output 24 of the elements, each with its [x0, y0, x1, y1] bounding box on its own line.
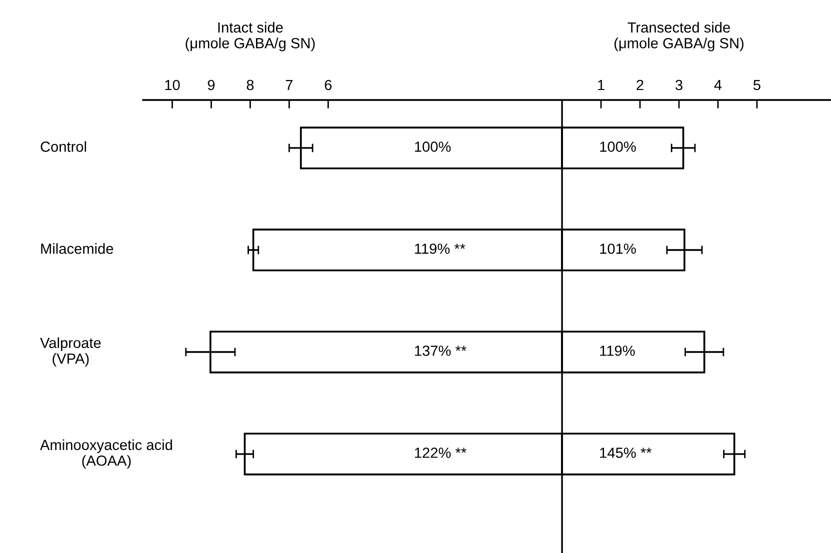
x-tick-label: 6: [324, 80, 332, 90]
x-tick-label: 2: [636, 80, 644, 90]
x-tick-label: 9: [208, 80, 215, 90]
annotation: 119% **: [415, 244, 466, 254]
text: Transected side (μmole GABA/g SN): [614, 22, 744, 52]
annotation: 100%: [600, 142, 636, 152]
x-tick-label: 10: [165, 80, 180, 90]
y-tick-label: Milacemide: [41, 243, 114, 254]
text: Intact side (μmole GABA/g SN): [186, 22, 315, 52]
y-tick-label: Valproate (VPA): [40, 337, 101, 367]
y-tick-label: Aminooxyacetic acid (AOAA): [40, 439, 172, 469]
x-tick-label: 7: [286, 80, 292, 90]
x-tick-label: 5: [753, 80, 760, 90]
annotation: 122% **: [415, 448, 466, 458]
x-tick-label: 4: [714, 80, 722, 90]
y-tick-label: Control: [40, 141, 86, 152]
x-tick-label: 8: [246, 80, 254, 90]
annotation: 137% **: [415, 346, 466, 356]
annotation: 145% **: [600, 448, 652, 458]
x-tick-label: 3: [675, 80, 682, 90]
annotation: 100%: [415, 142, 451, 152]
annotation: 119%: [600, 346, 635, 356]
x-tick-label: 1: [598, 80, 604, 90]
annotation: 101%: [600, 244, 636, 254]
